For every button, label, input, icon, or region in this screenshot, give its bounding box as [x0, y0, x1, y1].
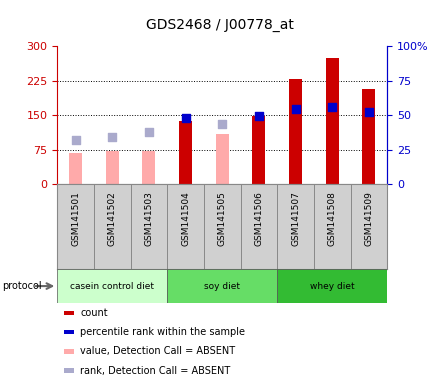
Text: GDS2468 / J00778_at: GDS2468 / J00778_at	[146, 18, 294, 32]
Bar	[64, 311, 74, 315]
Text: soy diet: soy diet	[204, 281, 240, 291]
Text: GSM141507: GSM141507	[291, 191, 300, 246]
Bar	[326, 58, 339, 184]
Text: GSM141501: GSM141501	[71, 191, 80, 246]
Bar	[69, 153, 82, 184]
Bar	[216, 134, 229, 184]
Bar	[57, 269, 167, 303]
Bar	[167, 269, 277, 303]
Bar	[277, 269, 387, 303]
Bar	[363, 89, 375, 184]
Bar	[64, 349, 74, 354]
Text: value, Detection Call = ABSENT: value, Detection Call = ABSENT	[81, 346, 235, 356]
Text: protocol: protocol	[2, 281, 42, 291]
Point	[329, 104, 336, 110]
Text: GSM141508: GSM141508	[328, 191, 337, 246]
Point	[255, 113, 262, 119]
Text: GSM141509: GSM141509	[364, 191, 374, 246]
Bar	[64, 368, 74, 373]
Bar	[64, 330, 74, 334]
Point	[292, 106, 299, 112]
Text: GSM141504: GSM141504	[181, 191, 190, 246]
Bar	[143, 151, 155, 184]
Text: GSM141506: GSM141506	[254, 191, 264, 246]
Text: whey diet: whey diet	[310, 281, 355, 291]
Bar	[253, 116, 265, 184]
Point	[219, 121, 226, 127]
Bar	[289, 79, 302, 184]
Text: rank, Detection Call = ABSENT: rank, Detection Call = ABSENT	[81, 366, 231, 376]
Point	[145, 129, 152, 135]
Text: GSM141505: GSM141505	[218, 191, 227, 246]
Text: count: count	[81, 308, 108, 318]
Text: casein control diet: casein control diet	[70, 281, 154, 291]
Text: percentile rank within the sample: percentile rank within the sample	[81, 327, 246, 337]
Point	[109, 134, 116, 140]
Point	[182, 115, 189, 121]
Point	[365, 108, 372, 114]
Point	[72, 137, 79, 143]
Bar	[179, 121, 192, 184]
Text: GSM141502: GSM141502	[108, 191, 117, 246]
Bar	[179, 135, 192, 184]
Text: GSM141503: GSM141503	[144, 191, 154, 246]
Bar	[106, 151, 119, 184]
